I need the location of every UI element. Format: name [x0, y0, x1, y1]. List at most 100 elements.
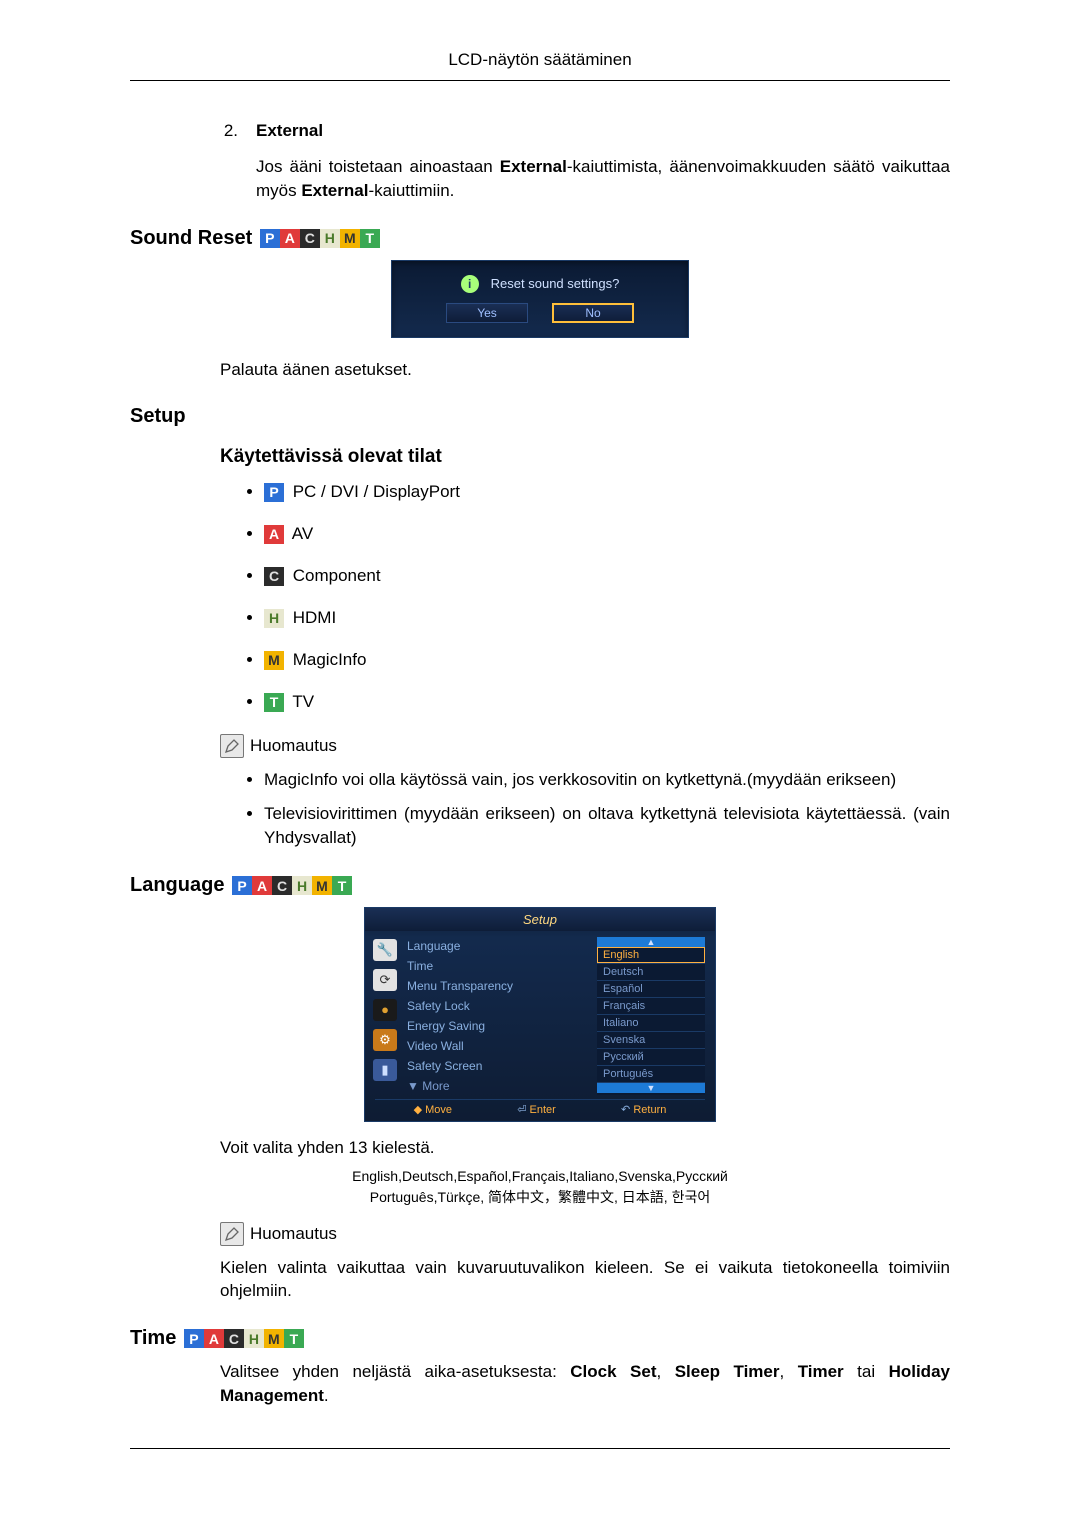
- text: ,: [780, 1362, 798, 1381]
- heading-text: Language: [130, 874, 224, 896]
- header-rule: [130, 80, 950, 81]
- heading-text: Sound Reset: [130, 227, 252, 249]
- mode-label: HDMI: [288, 608, 336, 627]
- text-bold: Timer: [798, 1362, 844, 1381]
- badge-c-icon: C: [300, 229, 320, 248]
- sound-reset-caption: Palauta äänen asetukset.: [220, 358, 950, 382]
- mode-label: PC / DVI / DisplayPort: [288, 482, 460, 501]
- setup-menu-items: Language Time Menu Transparency Safety Lock…: [407, 937, 587, 1095]
- list-label: External: [256, 121, 323, 141]
- setup-menu-body: 🔧 ⟳ ● ⚙ ▮ Language Time Menu Transparency S…: [365, 931, 715, 1097]
- badge-p-icon: P: [260, 229, 280, 248]
- language-option[interactable]: Português: [597, 1066, 705, 1083]
- badge-t-icon: T: [264, 693, 284, 712]
- language-option[interactable]: English: [597, 947, 705, 964]
- mode-badges: P A C H M T: [260, 229, 380, 248]
- badge-m-icon: M: [264, 651, 284, 670]
- language-option[interactable]: Русский: [597, 1049, 705, 1066]
- text-bold: External: [500, 157, 567, 176]
- no-button[interactable]: No: [552, 303, 634, 323]
- badge-m-icon: M: [264, 1329, 284, 1348]
- section-external: 2. External Jos ääni toistetaan ainoasta…: [220, 121, 950, 203]
- heading-time: Time P A C H M T: [130, 1327, 950, 1350]
- notes-list: MagicInfo voi olla käytössä vain, jos ve…: [220, 768, 950, 849]
- menu-item[interactable]: Time: [407, 957, 587, 975]
- setup-tab-icon[interactable]: ▮: [373, 1059, 397, 1081]
- language-option[interactable]: Français: [597, 998, 705, 1015]
- dialog-question: Reset sound settings?: [491, 276, 620, 291]
- mode-label: AV: [288, 524, 313, 543]
- dialog-row: i Reset sound settings?: [410, 275, 670, 293]
- language-option[interactable]: Italiano: [597, 1015, 705, 1032]
- setup-tab-icon[interactable]: ⚙: [373, 1029, 397, 1051]
- language-options: ▲ EnglishDeutschEspañolFrançaisItalianoS…: [597, 937, 705, 1095]
- badge-a-icon: A: [280, 229, 300, 248]
- foot-return: ↶ Return: [621, 1103, 666, 1116]
- note-row: Huomautus: [220, 734, 950, 758]
- language-note-text: Kielen valinta vaikuttaa vain kuvaruutuv…: [220, 1256, 950, 1304]
- badge-h-icon: H: [264, 609, 284, 628]
- language-option[interactable]: Svenska: [597, 1032, 705, 1049]
- mode-item: H HDMI: [264, 608, 950, 628]
- mode-item: M MagicInfo: [264, 650, 950, 670]
- mode-badges: P A C H M T: [232, 876, 352, 895]
- badge-p-icon: P: [184, 1329, 204, 1348]
- badge-a-icon: A: [204, 1329, 224, 1348]
- language-strip: English,Deutsch,Español,Français,Italian…: [130, 1166, 950, 1208]
- page-header: LCD-näytön säätäminen: [130, 50, 950, 80]
- badge-c-icon: C: [224, 1329, 244, 1348]
- dialog-buttons: Yes No: [410, 303, 670, 323]
- heading-setup: Setup: [130, 405, 950, 428]
- heading-text: Time: [130, 1327, 176, 1349]
- badge-p-icon: P: [232, 876, 252, 895]
- mode-item: T TV: [264, 692, 950, 712]
- setup-icon-col: 🔧 ⟳ ● ⚙ ▮: [373, 937, 397, 1095]
- text: Jos ääni toistetaan ainoastaan: [256, 157, 500, 176]
- scroll-down-icon[interactable]: ▼: [597, 1083, 705, 1093]
- setup-menu-footer: ◆ Move ⏎ Enter ↶ Return: [375, 1099, 705, 1117]
- mode-item: P PC / DVI / DisplayPort: [264, 482, 950, 502]
- setup-body: Käytettävissä olevat tilat P PC / DVI / …: [220, 446, 950, 849]
- menu-item[interactable]: Menu Transparency: [407, 977, 587, 995]
- menu-item[interactable]: Safety Screen: [407, 1057, 587, 1075]
- setup-tab-icon[interactable]: ●: [373, 999, 397, 1021]
- note-item: Televisiovirittimen (myydään erikseen) o…: [264, 802, 950, 850]
- foot-enter: ⏎ Enter: [517, 1103, 556, 1116]
- language-option[interactable]: Deutsch: [597, 964, 705, 981]
- pencil-icon: [220, 734, 244, 758]
- text-bold: External: [301, 181, 368, 200]
- foot-move: ◆ Move: [414, 1103, 452, 1116]
- menu-item[interactable]: Language: [407, 937, 587, 955]
- badge-h-icon: H: [292, 876, 312, 895]
- time-paragraph: Valitsee yhden neljästä aika-asetuksesta…: [220, 1360, 950, 1408]
- menu-more[interactable]: ▼ More: [407, 1077, 587, 1095]
- badge-t-icon: T: [360, 229, 380, 248]
- list-number: 2.: [220, 121, 238, 141]
- badge-t-icon: T: [332, 876, 352, 895]
- reset-dialog: i Reset sound settings? Yes No: [391, 260, 689, 338]
- footer-rule: [130, 1448, 950, 1449]
- scroll-up-icon[interactable]: ▲: [597, 937, 705, 947]
- external-paragraph: Jos ääni toistetaan ainoastaan External-…: [256, 155, 950, 203]
- setup-tab-icon[interactable]: 🔧: [373, 939, 397, 961]
- text-bold: Clock Set: [570, 1362, 656, 1381]
- text: tai: [844, 1362, 889, 1381]
- lang-line1: English,Deutsch,Español,Français,Italian…: [130, 1166, 950, 1187]
- setup-menu-wrap: Setup 🔧 ⟳ ● ⚙ ▮ LanguageTimeMenu Transpa…: [130, 907, 950, 1122]
- text: ,: [657, 1362, 675, 1381]
- dialog-wrap: i Reset sound settings? Yes No: [130, 260, 950, 338]
- menu-item[interactable]: Energy Saving: [407, 1017, 587, 1035]
- text-bold: MagicInfo: [264, 770, 338, 789]
- document-page: LCD-näytön säätäminen 2. External Jos ää…: [0, 0, 1080, 1527]
- list-item-external: 2. External: [220, 121, 950, 141]
- note-label: Huomautus: [250, 736, 337, 756]
- menu-item[interactable]: Video Wall: [407, 1037, 587, 1055]
- menu-item[interactable]: Safety Lock: [407, 997, 587, 1015]
- yes-button[interactable]: Yes: [446, 303, 528, 323]
- language-option[interactable]: Español: [597, 981, 705, 998]
- mode-badges: P A C H M T: [184, 1329, 304, 1348]
- mode-item: A AV: [264, 524, 950, 544]
- language-caption: Voit valita yhden 13 kielestä.: [220, 1136, 950, 1160]
- info-icon: i: [461, 275, 479, 293]
- setup-tab-icon[interactable]: ⟳: [373, 969, 397, 991]
